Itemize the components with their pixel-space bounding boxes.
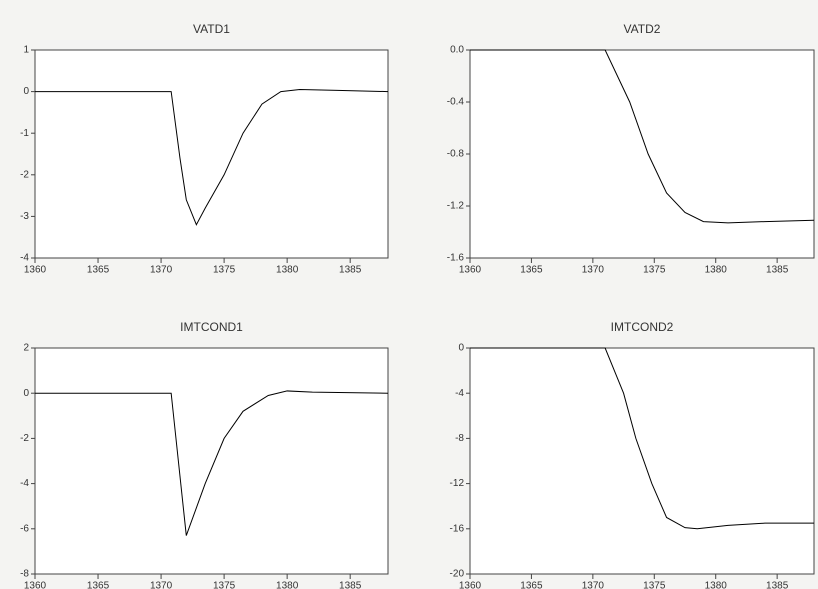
y-tick-label: -4 [20, 253, 29, 264]
x-tick-label: 1360 [24, 265, 47, 276]
plot-area [34, 49, 389, 259]
x-tick-label: 1375 [213, 265, 236, 276]
x-tick-label: 1380 [276, 581, 299, 589]
chart-title: IMTCOND2 [611, 320, 674, 334]
x-tick-label: 1365 [87, 265, 110, 276]
chart-title: VATD1 [193, 22, 230, 36]
data-line [35, 89, 389, 226]
plot-area [34, 347, 389, 575]
y-tick-label: -8 [455, 433, 464, 444]
y-tick-label: -12 [450, 478, 465, 489]
x-tick-label: 1375 [643, 581, 666, 589]
x-tick-label: 1385 [339, 265, 362, 276]
y-tick-label: -6 [20, 523, 29, 534]
data-line [470, 49, 815, 224]
y-tick-label: -2 [20, 433, 29, 444]
y-tick-label: -1.6 [447, 253, 465, 264]
y-tick-label: -1.2 [447, 201, 465, 212]
chart-title: VATD2 [624, 22, 661, 36]
x-tick-label: 1365 [87, 581, 110, 589]
y-tick-label: 0 [458, 343, 464, 354]
x-tick-label: 1380 [276, 265, 299, 276]
x-tick-label: 1370 [582, 265, 605, 276]
x-tick-label: 1370 [150, 265, 173, 276]
y-tick-label: -16 [450, 523, 465, 534]
y-tick-label: 2 [23, 343, 29, 354]
x-tick-label: 1365 [520, 581, 543, 589]
x-tick-label: 1380 [705, 581, 728, 589]
y-tick-label: -4 [20, 478, 29, 489]
x-tick-label: 1360 [24, 581, 47, 589]
x-tick-label: 1360 [459, 265, 482, 276]
data-line [470, 347, 814, 530]
y-tick-label: -2 [20, 169, 29, 180]
y-tick-label: 0 [23, 86, 29, 97]
data-line [35, 390, 389, 536]
y-tick-label: -8 [20, 569, 29, 580]
plot-area [469, 49, 815, 259]
y-tick-label: 0 [23, 388, 29, 399]
x-tick-label: 1385 [766, 581, 789, 589]
x-tick-label: 1370 [150, 581, 173, 589]
x-tick-label: 1375 [213, 581, 236, 589]
x-tick-label: 1380 [705, 265, 728, 276]
y-tick-label: -1 [20, 128, 29, 139]
x-tick-label: 1370 [582, 581, 605, 589]
y-tick-label: -0.4 [447, 97, 465, 108]
y-tick-label: -4 [455, 388, 464, 399]
y-tick-label: 0.0 [450, 45, 464, 56]
chart-title: IMTCOND1 [180, 320, 243, 334]
plot-area [469, 347, 815, 575]
y-tick-label: -0.8 [447, 149, 465, 160]
y-tick-label: -3 [20, 211, 29, 222]
x-tick-label: 1385 [766, 265, 789, 276]
x-tick-label: 1375 [643, 265, 666, 276]
x-tick-label: 1385 [339, 581, 362, 589]
y-tick-label: -20 [450, 569, 465, 580]
x-tick-label: 1360 [459, 581, 482, 589]
x-tick-label: 1365 [520, 265, 543, 276]
y-tick-label: 1 [23, 45, 29, 56]
